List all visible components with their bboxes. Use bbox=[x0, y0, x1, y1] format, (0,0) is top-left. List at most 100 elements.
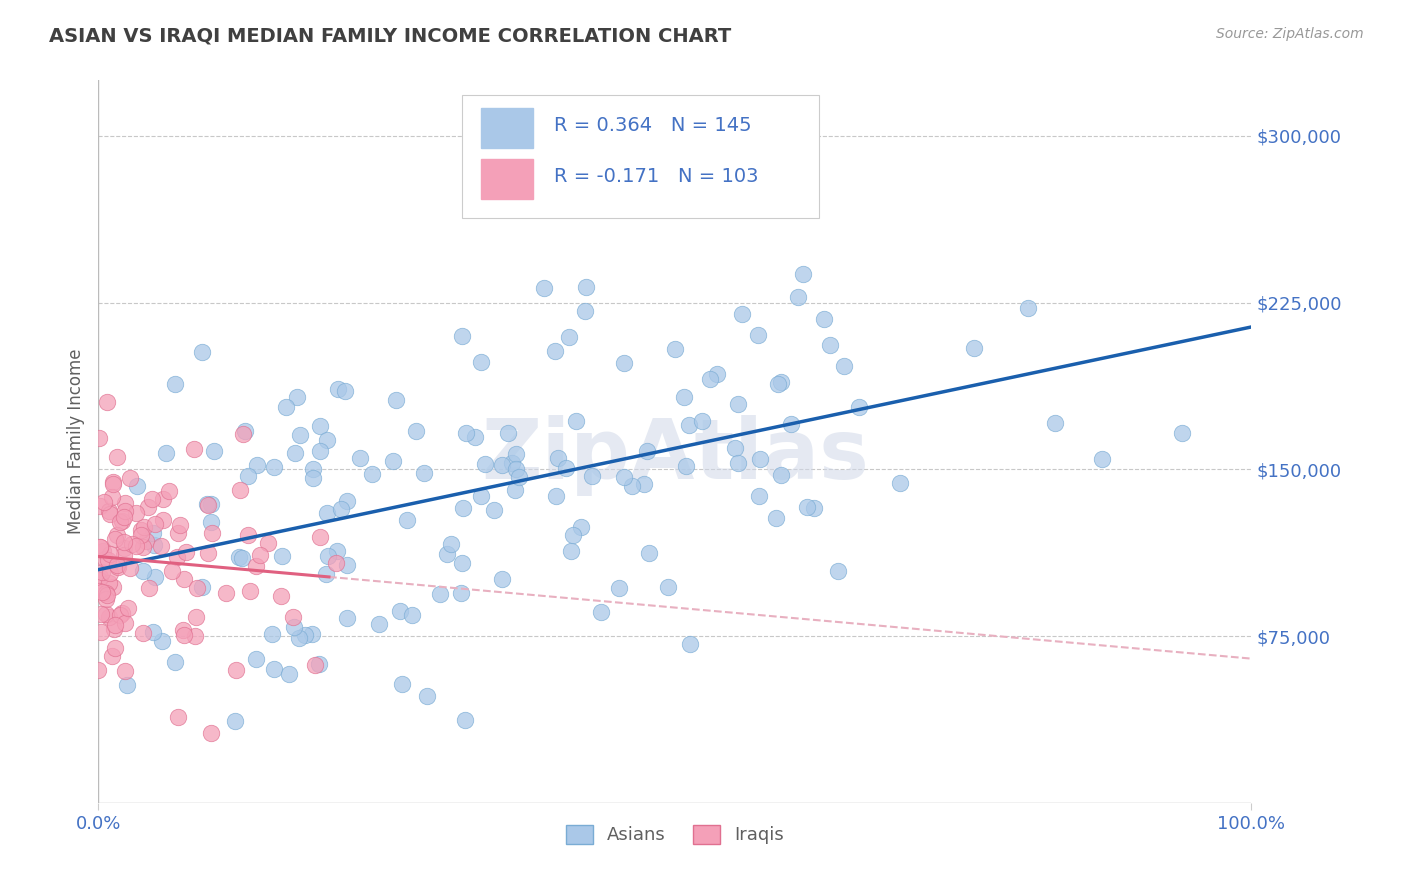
Point bbox=[633, 476, 655, 491]
Point bbox=[183, 442, 205, 456]
Point bbox=[451, 501, 474, 516]
Point bbox=[315, 506, 337, 520]
Point bbox=[727, 456, 749, 470]
Point bbox=[136, 500, 159, 515]
Point bbox=[589, 605, 612, 619]
Point bbox=[155, 446, 177, 460]
Point bbox=[276, 401, 298, 415]
Point bbox=[301, 627, 323, 641]
Point bbox=[118, 470, 141, 484]
Point bbox=[889, 475, 911, 490]
Point bbox=[706, 367, 728, 381]
Point bbox=[90, 624, 112, 639]
Point bbox=[87, 431, 110, 445]
Point bbox=[613, 356, 636, 370]
Point bbox=[335, 384, 357, 398]
Point bbox=[690, 414, 713, 428]
Point bbox=[560, 544, 582, 558]
Point bbox=[105, 528, 128, 542]
Point bbox=[197, 499, 219, 513]
Point bbox=[262, 626, 284, 640]
Point bbox=[792, 267, 814, 281]
Point bbox=[396, 513, 419, 527]
Point bbox=[89, 540, 111, 554]
Point bbox=[315, 566, 337, 581]
Point bbox=[503, 483, 526, 498]
Point bbox=[173, 572, 195, 586]
Point bbox=[150, 634, 173, 648]
Point bbox=[385, 393, 408, 408]
Point bbox=[326, 382, 349, 396]
Point bbox=[963, 341, 986, 355]
Point bbox=[114, 504, 136, 518]
Point bbox=[129, 523, 152, 537]
Point bbox=[117, 678, 139, 692]
Point bbox=[451, 329, 474, 343]
Point bbox=[675, 459, 697, 474]
Point bbox=[200, 726, 222, 740]
Point bbox=[765, 511, 787, 525]
Point bbox=[263, 662, 285, 676]
Point bbox=[94, 586, 117, 600]
Point bbox=[104, 618, 127, 632]
Point bbox=[96, 607, 118, 621]
Point bbox=[249, 548, 271, 562]
Point bbox=[581, 469, 603, 483]
Point bbox=[796, 500, 818, 515]
Point bbox=[101, 490, 124, 504]
Point bbox=[464, 430, 486, 444]
Point bbox=[143, 538, 166, 552]
Point bbox=[1091, 452, 1114, 467]
Point bbox=[454, 713, 477, 727]
Point bbox=[533, 281, 555, 295]
Point bbox=[832, 359, 855, 374]
Point bbox=[132, 565, 155, 579]
Point bbox=[657, 580, 679, 594]
Point bbox=[112, 549, 135, 563]
Point bbox=[152, 512, 174, 526]
Point bbox=[101, 581, 124, 595]
Point bbox=[636, 444, 658, 458]
Point bbox=[562, 527, 585, 541]
Point bbox=[87, 664, 110, 678]
Point bbox=[336, 494, 359, 508]
Text: R = 0.364   N = 145: R = 0.364 N = 145 bbox=[554, 117, 751, 136]
Point bbox=[138, 581, 160, 595]
Point bbox=[361, 467, 384, 481]
Point bbox=[558, 330, 581, 344]
Point bbox=[301, 462, 323, 476]
Point bbox=[186, 581, 208, 595]
Legend: Asians, Iraqis: Asians, Iraqis bbox=[558, 818, 792, 852]
Point bbox=[236, 469, 259, 483]
Text: Source: ZipAtlas.com: Source: ZipAtlas.com bbox=[1216, 27, 1364, 41]
Point bbox=[101, 648, 124, 663]
Point bbox=[780, 417, 803, 431]
Point bbox=[97, 553, 120, 567]
Text: ASIAN VS IRAQI MEDIAN FAMILY INCOME CORRELATION CHART: ASIAN VS IRAQI MEDIAN FAMILY INCOME CORR… bbox=[49, 27, 731, 45]
Point bbox=[125, 539, 148, 553]
Point bbox=[202, 443, 225, 458]
Point bbox=[564, 414, 586, 428]
Point bbox=[679, 637, 702, 651]
Point bbox=[813, 311, 835, 326]
Point bbox=[770, 376, 793, 390]
Point bbox=[308, 443, 330, 458]
Bar bbox=[481, 109, 533, 148]
Point bbox=[96, 591, 118, 606]
Point bbox=[263, 460, 285, 475]
Point bbox=[283, 620, 305, 634]
Point bbox=[367, 616, 389, 631]
Point bbox=[239, 583, 262, 598]
Point bbox=[820, 338, 842, 352]
Point bbox=[89, 540, 111, 554]
Point bbox=[191, 580, 214, 594]
Point bbox=[87, 573, 110, 587]
Point bbox=[787, 290, 810, 304]
Point bbox=[129, 528, 152, 542]
Point bbox=[197, 497, 219, 511]
Point bbox=[143, 517, 166, 532]
Point bbox=[555, 460, 578, 475]
Point bbox=[678, 417, 700, 432]
Point bbox=[215, 586, 238, 600]
Point bbox=[238, 527, 260, 541]
